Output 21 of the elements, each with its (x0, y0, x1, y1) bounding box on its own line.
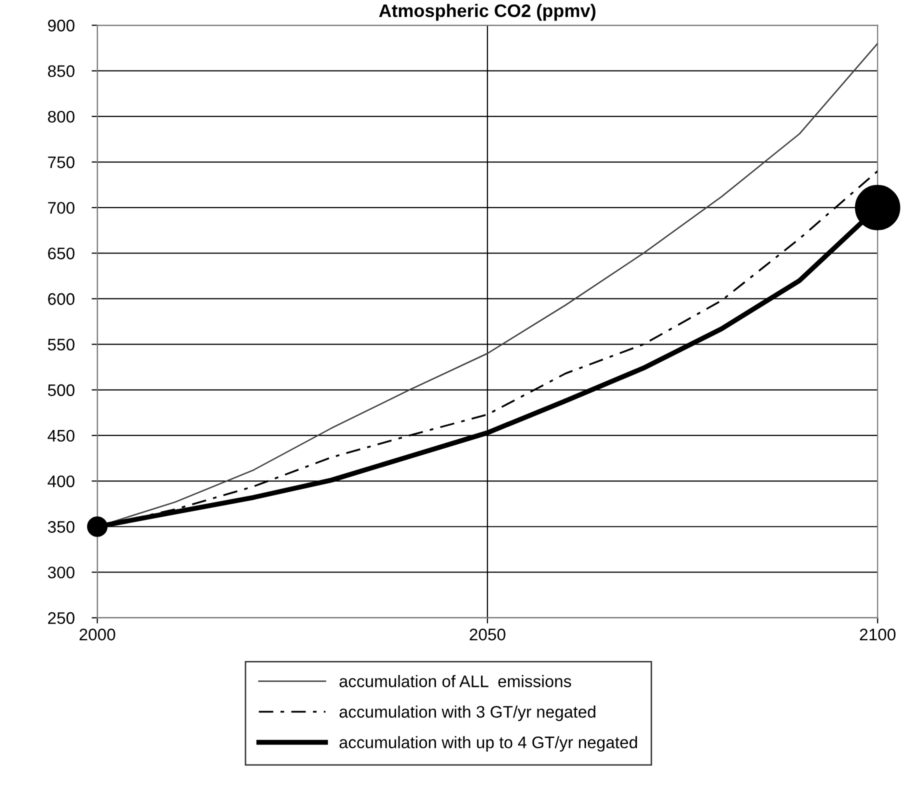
x-tick-label: 2050 (470, 628, 506, 640)
y-tick-label: 700 (48, 202, 74, 214)
x-tick-label: 2100 (860, 628, 896, 640)
y-tick-label: 550 (48, 338, 74, 351)
chart-title: Atmospheric CO2 (ppmv) (379, 4, 596, 21)
y-tick-label: 600 (48, 293, 74, 305)
y-tick-label: 300 (48, 566, 74, 578)
y-tick-label: 500 (48, 384, 74, 396)
y-tick-label: 450 (48, 430, 74, 442)
y-tick-label: 650 (48, 248, 74, 260)
y-tick-label: 800 (48, 110, 74, 123)
y-tick-label: 850 (48, 65, 74, 78)
x-tick-label: 2000 (80, 628, 116, 640)
y-tick-label: 750 (48, 156, 74, 168)
y-tick-label: 900 (48, 20, 74, 32)
legend-label: accumulation of ALL emissions (340, 674, 572, 688)
y-tick-label: 400 (48, 475, 74, 488)
legend-label: accumulation with up to 4 GT/yr negated (340, 736, 637, 752)
y-tick-label: 350 (48, 521, 74, 533)
legend-label: accumulation with 3 GT/yr negated (340, 706, 596, 722)
y-tick-label: 250 (48, 612, 74, 624)
